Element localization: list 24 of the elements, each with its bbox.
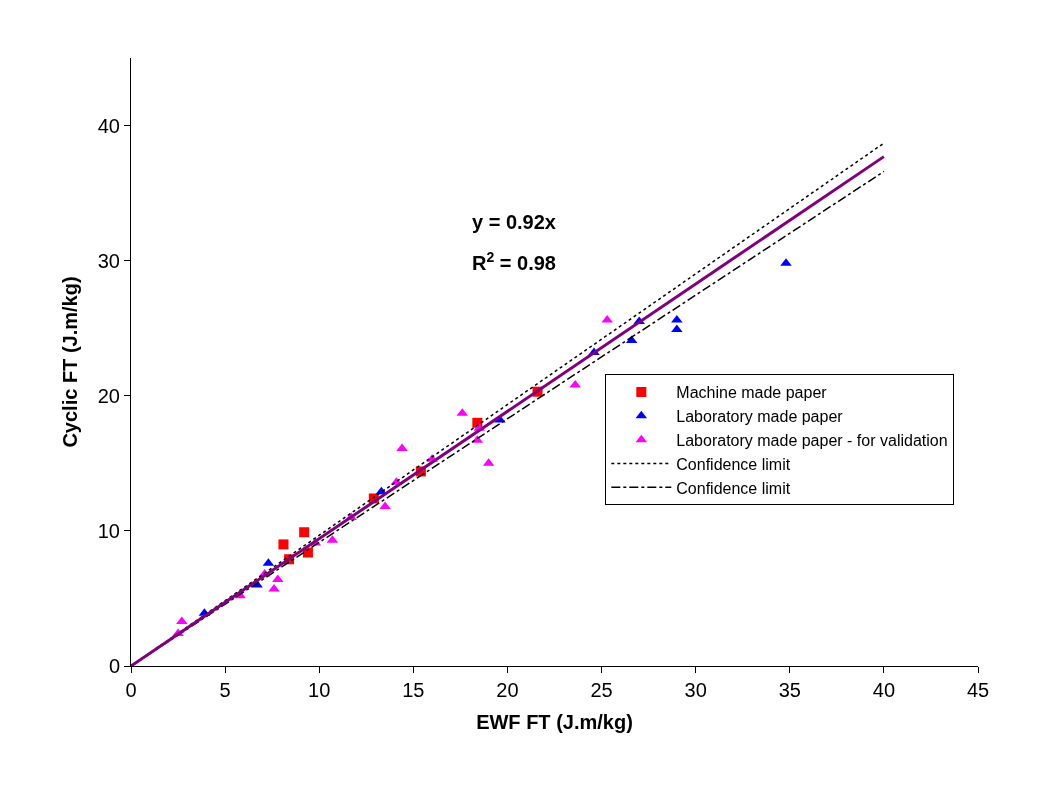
y-tick-label: 20 <box>97 384 120 407</box>
y-tick-label: 10 <box>97 519 120 542</box>
x-tick-label: 35 <box>778 679 801 701</box>
legend-label: Confidence limit <box>676 455 791 473</box>
x-tick-label: 15 <box>402 679 425 701</box>
x-tick-label: 20 <box>496 679 519 701</box>
y-tick-label: 30 <box>97 249 120 272</box>
x-tick-label: 40 <box>872 679 896 701</box>
x-tick-label: 0 <box>125 679 137 701</box>
x-tick-label: 30 <box>684 679 707 701</box>
annotation: R$^{2}$ = 0.98 <box>472 249 556 275</box>
annotation: y = 0.92x <box>472 211 556 233</box>
x-tick-label: 10 <box>308 679 331 701</box>
x-tick-label: 45 <box>966 679 990 701</box>
legend-label: Laboratory made paper <box>676 408 844 426</box>
x-tick-label: 25 <box>590 679 613 701</box>
legend-label: Confidence limit <box>676 479 791 497</box>
legend-label: Machine made paper <box>676 384 828 402</box>
legend-label: Laboratory made paper - for validation <box>676 431 948 449</box>
y-axis-title: Cyclic FT (J.m/kg) <box>59 276 82 448</box>
x-axis-title: EWF FT (J.m/kg) <box>476 710 633 733</box>
y-tick-label: 40 <box>97 114 120 137</box>
y-tick-label: 0 <box>108 655 120 677</box>
x-tick-label: 5 <box>219 679 231 701</box>
